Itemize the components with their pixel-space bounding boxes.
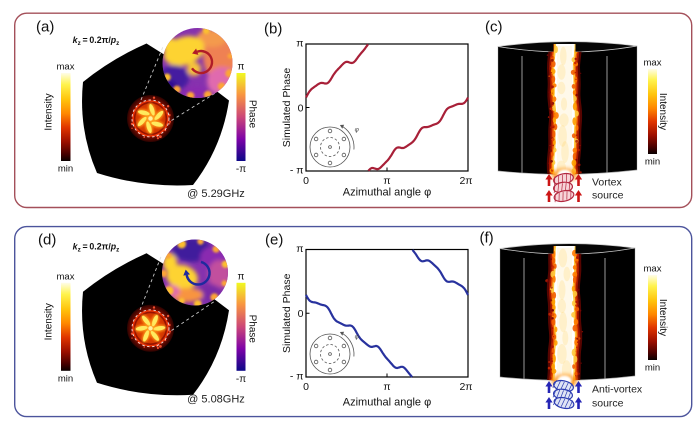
svg-text:min: min xyxy=(58,373,73,384)
svg-text:Simulated Phase: Simulated Phase xyxy=(281,68,293,148)
svg-text:max: max xyxy=(57,62,75,73)
svg-text:source: source xyxy=(592,398,624,410)
svg-text:(a): (a) xyxy=(36,19,54,36)
svg-text:Intensity: Intensity xyxy=(44,303,55,340)
svg-text:(b): (b) xyxy=(264,21,282,38)
svg-text:max: max xyxy=(57,271,75,282)
svg-text:- π: - π xyxy=(290,165,304,177)
svg-text:kz = 0.2π/pz: kz = 0.2π/pz xyxy=(73,35,120,47)
svg-text:(e): (e) xyxy=(265,232,283,249)
svg-text:π: π xyxy=(238,271,245,282)
svg-text:- π: - π xyxy=(290,371,304,383)
svg-text:2π: 2π xyxy=(459,175,472,187)
svg-text:Phase: Phase xyxy=(247,315,258,344)
svg-text:max: max xyxy=(644,264,662,275)
svg-text:max: max xyxy=(644,58,662,69)
svg-text:@ 5.08GHz: @ 5.08GHz xyxy=(187,394,245,406)
svg-text:π: π xyxy=(383,175,390,187)
svg-text:π: π xyxy=(296,243,303,255)
svg-text:-π: -π xyxy=(236,374,246,385)
svg-text:(f): (f) xyxy=(480,230,494,247)
svg-text:0: 0 xyxy=(303,381,309,393)
svg-text:Anti-vortex: Anti-vortex xyxy=(592,384,643,396)
svg-text:Phase: Phase xyxy=(247,100,258,129)
svg-text:Intensity: Intensity xyxy=(657,299,668,336)
svg-text:φ: φ xyxy=(355,334,360,341)
svg-text:Intensity: Intensity xyxy=(44,93,55,130)
svg-text:kz = 0.2π/pz: kz = 0.2π/pz xyxy=(73,242,120,254)
svg-text:min: min xyxy=(645,157,660,168)
svg-text:Vortex: Vortex xyxy=(592,177,623,189)
svg-text:Azimuthal angle φ: Azimuthal angle φ xyxy=(343,187,431,199)
svg-text:φ: φ xyxy=(355,127,360,134)
svg-text:Azimuthal angle φ: Azimuthal angle φ xyxy=(343,397,431,409)
svg-text:(d): (d) xyxy=(38,232,56,249)
svg-text:source: source xyxy=(592,190,624,202)
svg-text:π: π xyxy=(383,381,390,393)
svg-text:@ 5.29GHz: @ 5.29GHz xyxy=(187,188,245,200)
svg-text:Simulated Phase: Simulated Phase xyxy=(281,273,293,353)
svg-text:0: 0 xyxy=(303,175,309,187)
svg-text:Intensity: Intensity xyxy=(657,93,668,130)
svg-text:min: min xyxy=(58,164,73,175)
svg-text:π: π xyxy=(238,62,245,73)
svg-text:0: 0 xyxy=(298,308,304,320)
svg-text:0: 0 xyxy=(298,102,304,114)
svg-text:min: min xyxy=(645,363,660,374)
svg-text:-π: -π xyxy=(236,164,246,175)
svg-text:2π: 2π xyxy=(459,381,472,393)
svg-text:π: π xyxy=(296,38,303,50)
svg-text:(c): (c) xyxy=(485,19,503,36)
